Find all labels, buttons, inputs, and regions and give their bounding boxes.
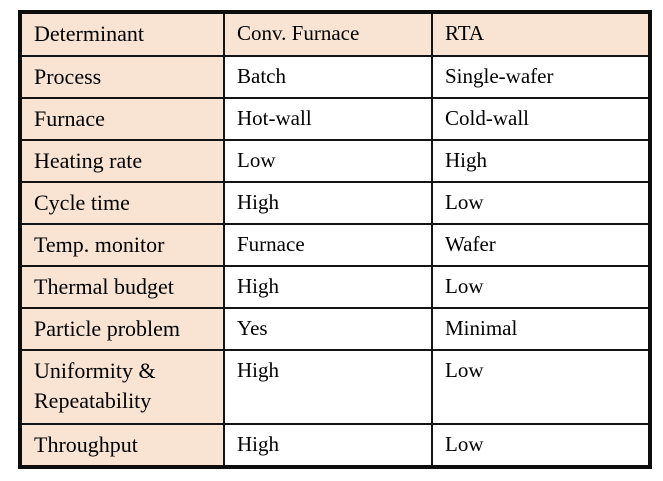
cell-determinant: Throughput <box>19 423 225 468</box>
table-row: Uniformity & Repeatability High Low <box>19 349 651 425</box>
furnace-vs-rta-table: Determinant Conv. Furnace RTA Process Ba… <box>18 10 652 469</box>
header-conv-furnace: Conv. Furnace <box>223 11 433 57</box>
cell-rta: Wafer <box>431 223 651 267</box>
cell-rta: Single-wafer <box>431 55 651 99</box>
cell-conv-furnace: High <box>223 423 433 468</box>
cell-conv-furnace: Yes <box>223 307 433 351</box>
cell-determinant: Heating rate <box>19 139 225 183</box>
cell-determinant: Uniformity & Repeatability <box>19 349 225 425</box>
table-row: Furnace Hot-wall Cold-wall <box>19 97 651 141</box>
cell-rta: Low <box>431 181 651 225</box>
cell-conv-furnace: Low <box>223 139 433 183</box>
cell-conv-furnace: High <box>223 181 433 225</box>
cell-rta: High <box>431 139 651 183</box>
cell-conv-furnace: Batch <box>223 55 433 99</box>
table-row: Particle problem Yes Minimal <box>19 307 651 351</box>
table-row: Temp. monitor Furnace Wafer <box>19 223 651 267</box>
cell-determinant: Thermal budget <box>19 265 225 309</box>
cell-determinant: Process <box>19 55 225 99</box>
cell-conv-furnace: Hot-wall <box>223 97 433 141</box>
table-row: Thermal budget High Low <box>19 265 651 309</box>
table-row: Cycle time High Low <box>19 181 651 225</box>
cell-rta: Low <box>431 349 651 425</box>
comparison-table-container: Determinant Conv. Furnace RTA Process Ba… <box>18 10 652 469</box>
header-rta: RTA <box>431 11 651 57</box>
table-row: Heating rate Low High <box>19 139 651 183</box>
table-row: Process Batch Single-wafer <box>19 55 651 99</box>
cell-determinant: Furnace <box>19 97 225 141</box>
cell-determinant: Temp. monitor <box>19 223 225 267</box>
cell-rta: Minimal <box>431 307 651 351</box>
cell-determinant: Cycle time <box>19 181 225 225</box>
table-header-row: Determinant Conv. Furnace RTA <box>19 11 651 57</box>
header-determinant: Determinant <box>19 11 225 57</box>
cell-rta: Low <box>431 265 651 309</box>
cell-determinant: Particle problem <box>19 307 225 351</box>
table-row: Throughput High Low <box>19 423 651 468</box>
cell-rta: Low <box>431 423 651 468</box>
cell-conv-furnace: High <box>223 349 433 425</box>
cell-conv-furnace: Furnace <box>223 223 433 267</box>
cell-conv-furnace: High <box>223 265 433 309</box>
cell-rta: Cold-wall <box>431 97 651 141</box>
